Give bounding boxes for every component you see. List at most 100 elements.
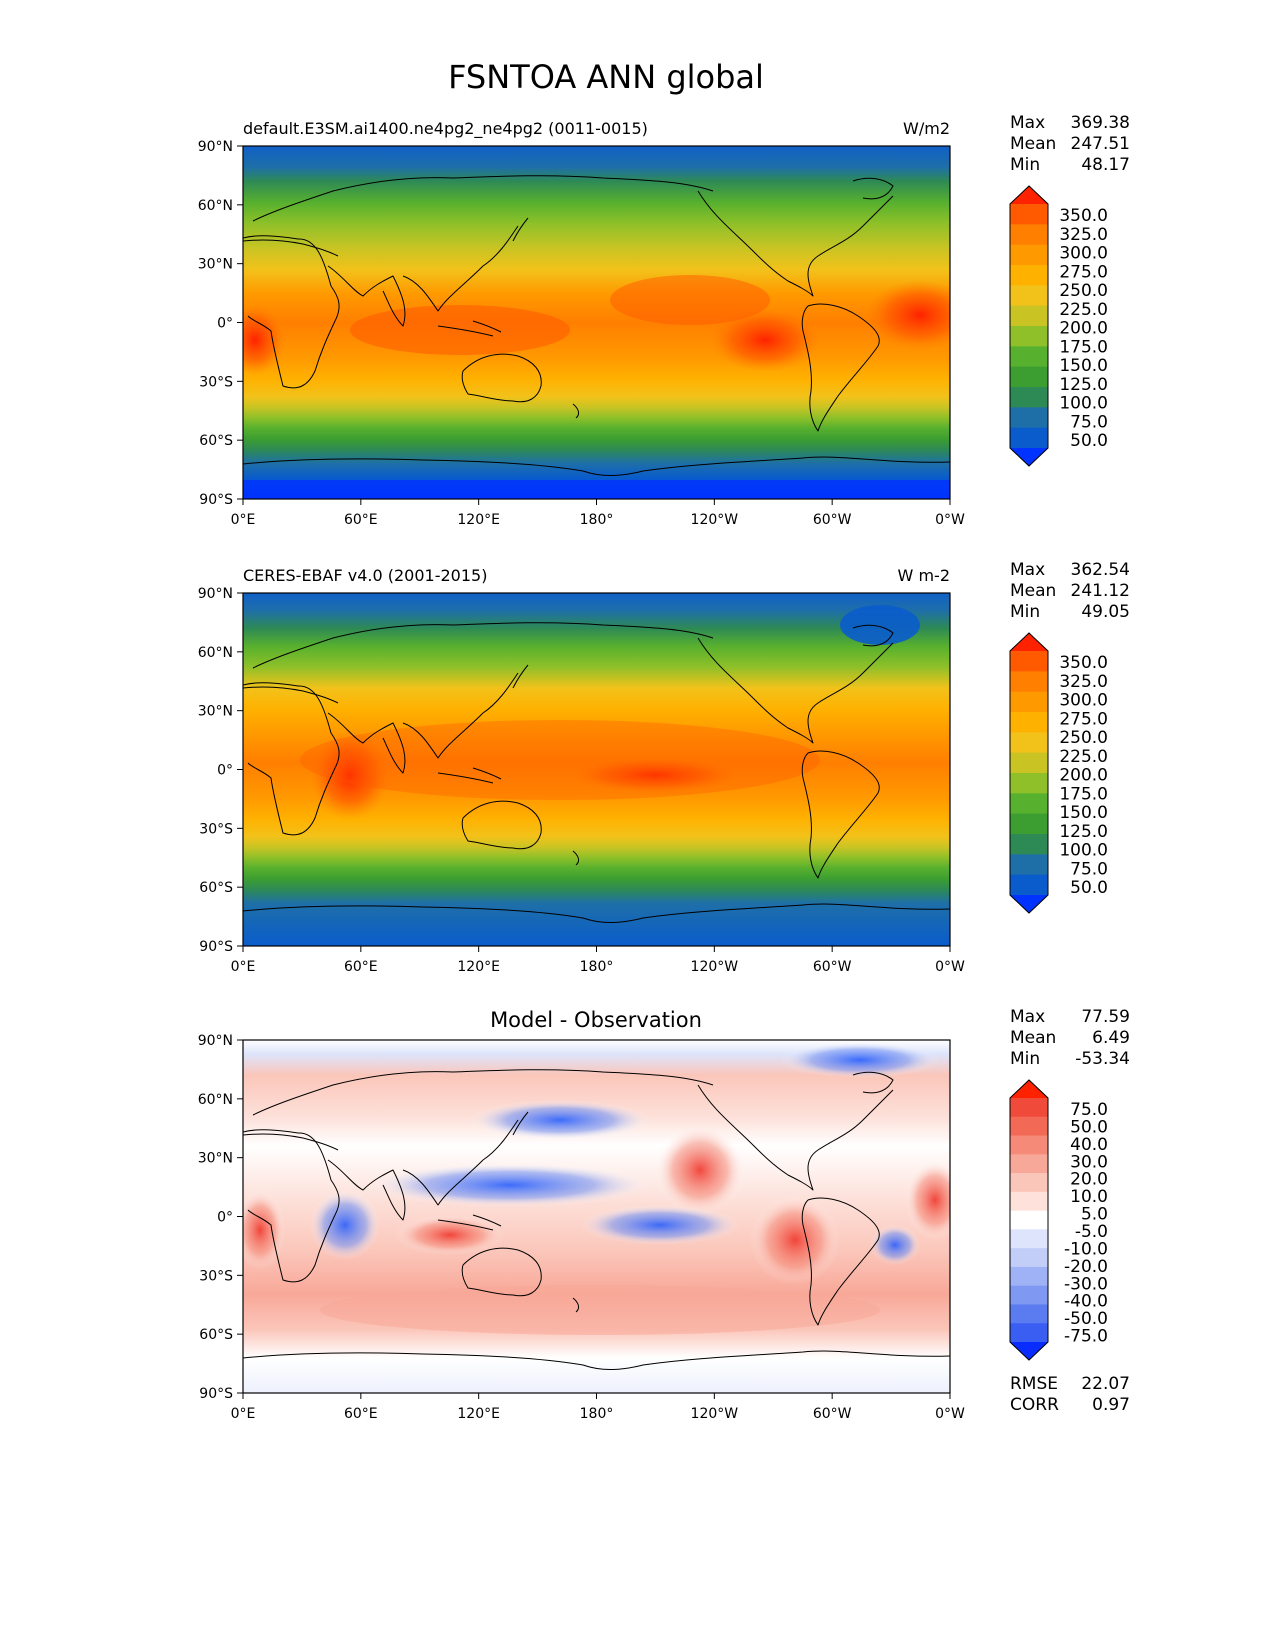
x-tick-label: 180° <box>580 512 614 528</box>
field-test-bands <box>243 146 950 499</box>
colorbar-level-label: 200.0 <box>1059 319 1108 339</box>
colorbar-level-label: -30.0 <box>1064 1274 1108 1294</box>
stat-label: Mean <box>1010 581 1056 601</box>
field-reference-warm-band <box>300 720 820 800</box>
colorbar-segment <box>1010 854 1048 876</box>
panel-test-units: W/m2 <box>903 119 950 138</box>
colorbar-segment <box>1010 651 1048 672</box>
stat-value: 369.38 <box>1071 113 1130 133</box>
y-tick-label: 0° <box>217 763 233 779</box>
stat-value: 0.97 <box>1092 1395 1130 1415</box>
field-difference-neg-nasia <box>470 1100 650 1140</box>
map-test <box>243 146 950 499</box>
colorbar-level-label: -5.0 <box>1075 1222 1108 1242</box>
panel-test-title: default.E3SM.ai1400.ne4pg2_ne4pg2 (0011-… <box>243 119 648 139</box>
x-tick-label: 60°W <box>813 512 852 528</box>
x-tick-label: 0°E <box>231 959 256 975</box>
colorbar-segment <box>1010 1304 1048 1324</box>
field-difference-neg-satl <box>870 1225 920 1265</box>
colorbar-level-label: 40.0 <box>1070 1135 1108 1155</box>
colorbar-outline <box>1009 1079 1049 1361</box>
colorbar-outline <box>1009 185 1049 467</box>
field-test-max-eastpac <box>710 308 820 372</box>
map-reference <box>243 593 950 946</box>
x-tick-label: 120°E <box>457 1406 500 1422</box>
field-difference-pos-africa <box>243 1190 285 1270</box>
colorbar-extend-min <box>1010 448 1048 466</box>
colorbar-segment <box>1010 671 1048 693</box>
colorbar-level-label: 10.0 <box>1070 1187 1108 1207</box>
x-tick-label: 120°E <box>457 959 500 975</box>
field-reference-max-pacific <box>570 757 740 793</box>
field-difference-pos-soc <box>320 1285 880 1335</box>
colorbar-outline <box>1009 632 1049 914</box>
colorbar-level-label: 250.0 <box>1059 281 1108 301</box>
colorbar-level-label: 30.0 <box>1070 1152 1108 1172</box>
colorbar-segment <box>1010 224 1048 246</box>
field-difference-neg-africa <box>310 1190 380 1260</box>
colorbar-level-label: 200.0 <box>1059 766 1108 786</box>
colorbar-segment <box>1010 1135 1048 1155</box>
colorbar-extend-min <box>1010 895 1048 913</box>
stat-value: 247.51 <box>1071 134 1130 154</box>
y-tick-label: 30°N <box>198 1151 233 1167</box>
colorbar-level-label: 50.0 <box>1070 1117 1108 1137</box>
map-difference <box>243 1040 950 1393</box>
y-tick-label: 60°S <box>199 1327 233 1343</box>
field-difference-pos-indo <box>395 1215 505 1255</box>
stats-reference: Max 362.54 Mean 241.12 Min 49.05 <box>1010 560 1130 622</box>
panel-difference-title: Model - Observation <box>490 1008 702 1032</box>
x-tick-label: 60°E <box>344 959 378 975</box>
stat-value: 48.17 <box>1081 155 1130 175</box>
page-title: FSNTOA ANN global <box>448 58 764 96</box>
x-tick-label: 180° <box>580 1406 614 1422</box>
colorbar-segment <box>1010 407 1048 429</box>
colorbar-level-label: 75.0 <box>1070 412 1108 432</box>
colorbar-level-label: 225.0 <box>1059 747 1108 767</box>
stat-value: 6.49 <box>1092 1028 1130 1048</box>
x-tick-label: 120°W <box>691 1406 739 1422</box>
stat-label: Max <box>1010 560 1045 580</box>
x-tick-label: 0°E <box>231 512 256 528</box>
stat-value: 49.05 <box>1081 602 1130 622</box>
colorbar-level-label: 350.0 <box>1059 653 1108 673</box>
field-test-south-pole <box>243 480 950 499</box>
colorbar-level-label: 150.0 <box>1059 803 1108 823</box>
colorbar-segment <box>1010 732 1048 754</box>
y-tick-label: 90°N <box>198 1033 233 1049</box>
colorbar-test: 350.0325.0300.0275.0250.0225.0200.0175.0… <box>1009 185 1108 467</box>
map-difference-xticks: 0°E 60°E 120°E 180° 120°W 60°W 0°W <box>231 1393 965 1422</box>
panel-test: default.E3SM.ai1400.ne4pg2_ne4pg2 (0011-… <box>198 113 1130 528</box>
y-tick-label: 90°N <box>198 139 233 155</box>
x-tick-label: 120°W <box>691 959 739 975</box>
colorbar-segment <box>1010 1098 1048 1118</box>
colorbar-level-label: 225.0 <box>1059 300 1108 320</box>
stat-value: 77.59 <box>1081 1007 1130 1027</box>
colorbar-level-label: 75.0 <box>1070 1100 1108 1120</box>
colorbar-segment <box>1010 793 1048 815</box>
x-tick-label: 0°W <box>935 512 965 528</box>
colorbar-extend-max <box>1010 633 1048 651</box>
panel-reference-title: CERES-EBAF v4.0 (2001-2015) <box>243 566 487 585</box>
colorbar-segment <box>1010 285 1048 307</box>
colorbar-segment <box>1010 366 1048 388</box>
colorbar-level-label: 300.0 <box>1059 691 1108 711</box>
x-tick-label: 60°W <box>813 1406 852 1422</box>
y-tick-label: 60°S <box>199 880 233 896</box>
colorbar-segment <box>1010 712 1048 733</box>
colorbar-segment <box>1010 1285 1048 1306</box>
stat-label: Max <box>1010 1007 1045 1027</box>
map-test-yticks: 90°N 60°N 30°N 0° 30°S 60°S 90°S <box>198 139 243 508</box>
field-difference-pos-npac <box>655 1125 745 1215</box>
y-tick-label: 60°S <box>199 433 233 449</box>
x-tick-label: 120°W <box>691 512 739 528</box>
colorbar-level-label: 325.0 <box>1059 672 1108 692</box>
y-tick-label: 90°S <box>199 492 233 508</box>
panel-difference: Model - Observation 90°N 60°N 30°N 0° 30°S 60… <box>198 1007 1130 1422</box>
colorbar-level-label: -10.0 <box>1064 1239 1108 1259</box>
colorbar-level-label: 75.0 <box>1070 859 1108 879</box>
field-test-warm-pacific <box>610 275 770 325</box>
colorbar-level-label: -75.0 <box>1064 1327 1108 1347</box>
y-tick-label: 60°N <box>198 1092 233 1108</box>
x-tick-label: 60°E <box>344 512 378 528</box>
